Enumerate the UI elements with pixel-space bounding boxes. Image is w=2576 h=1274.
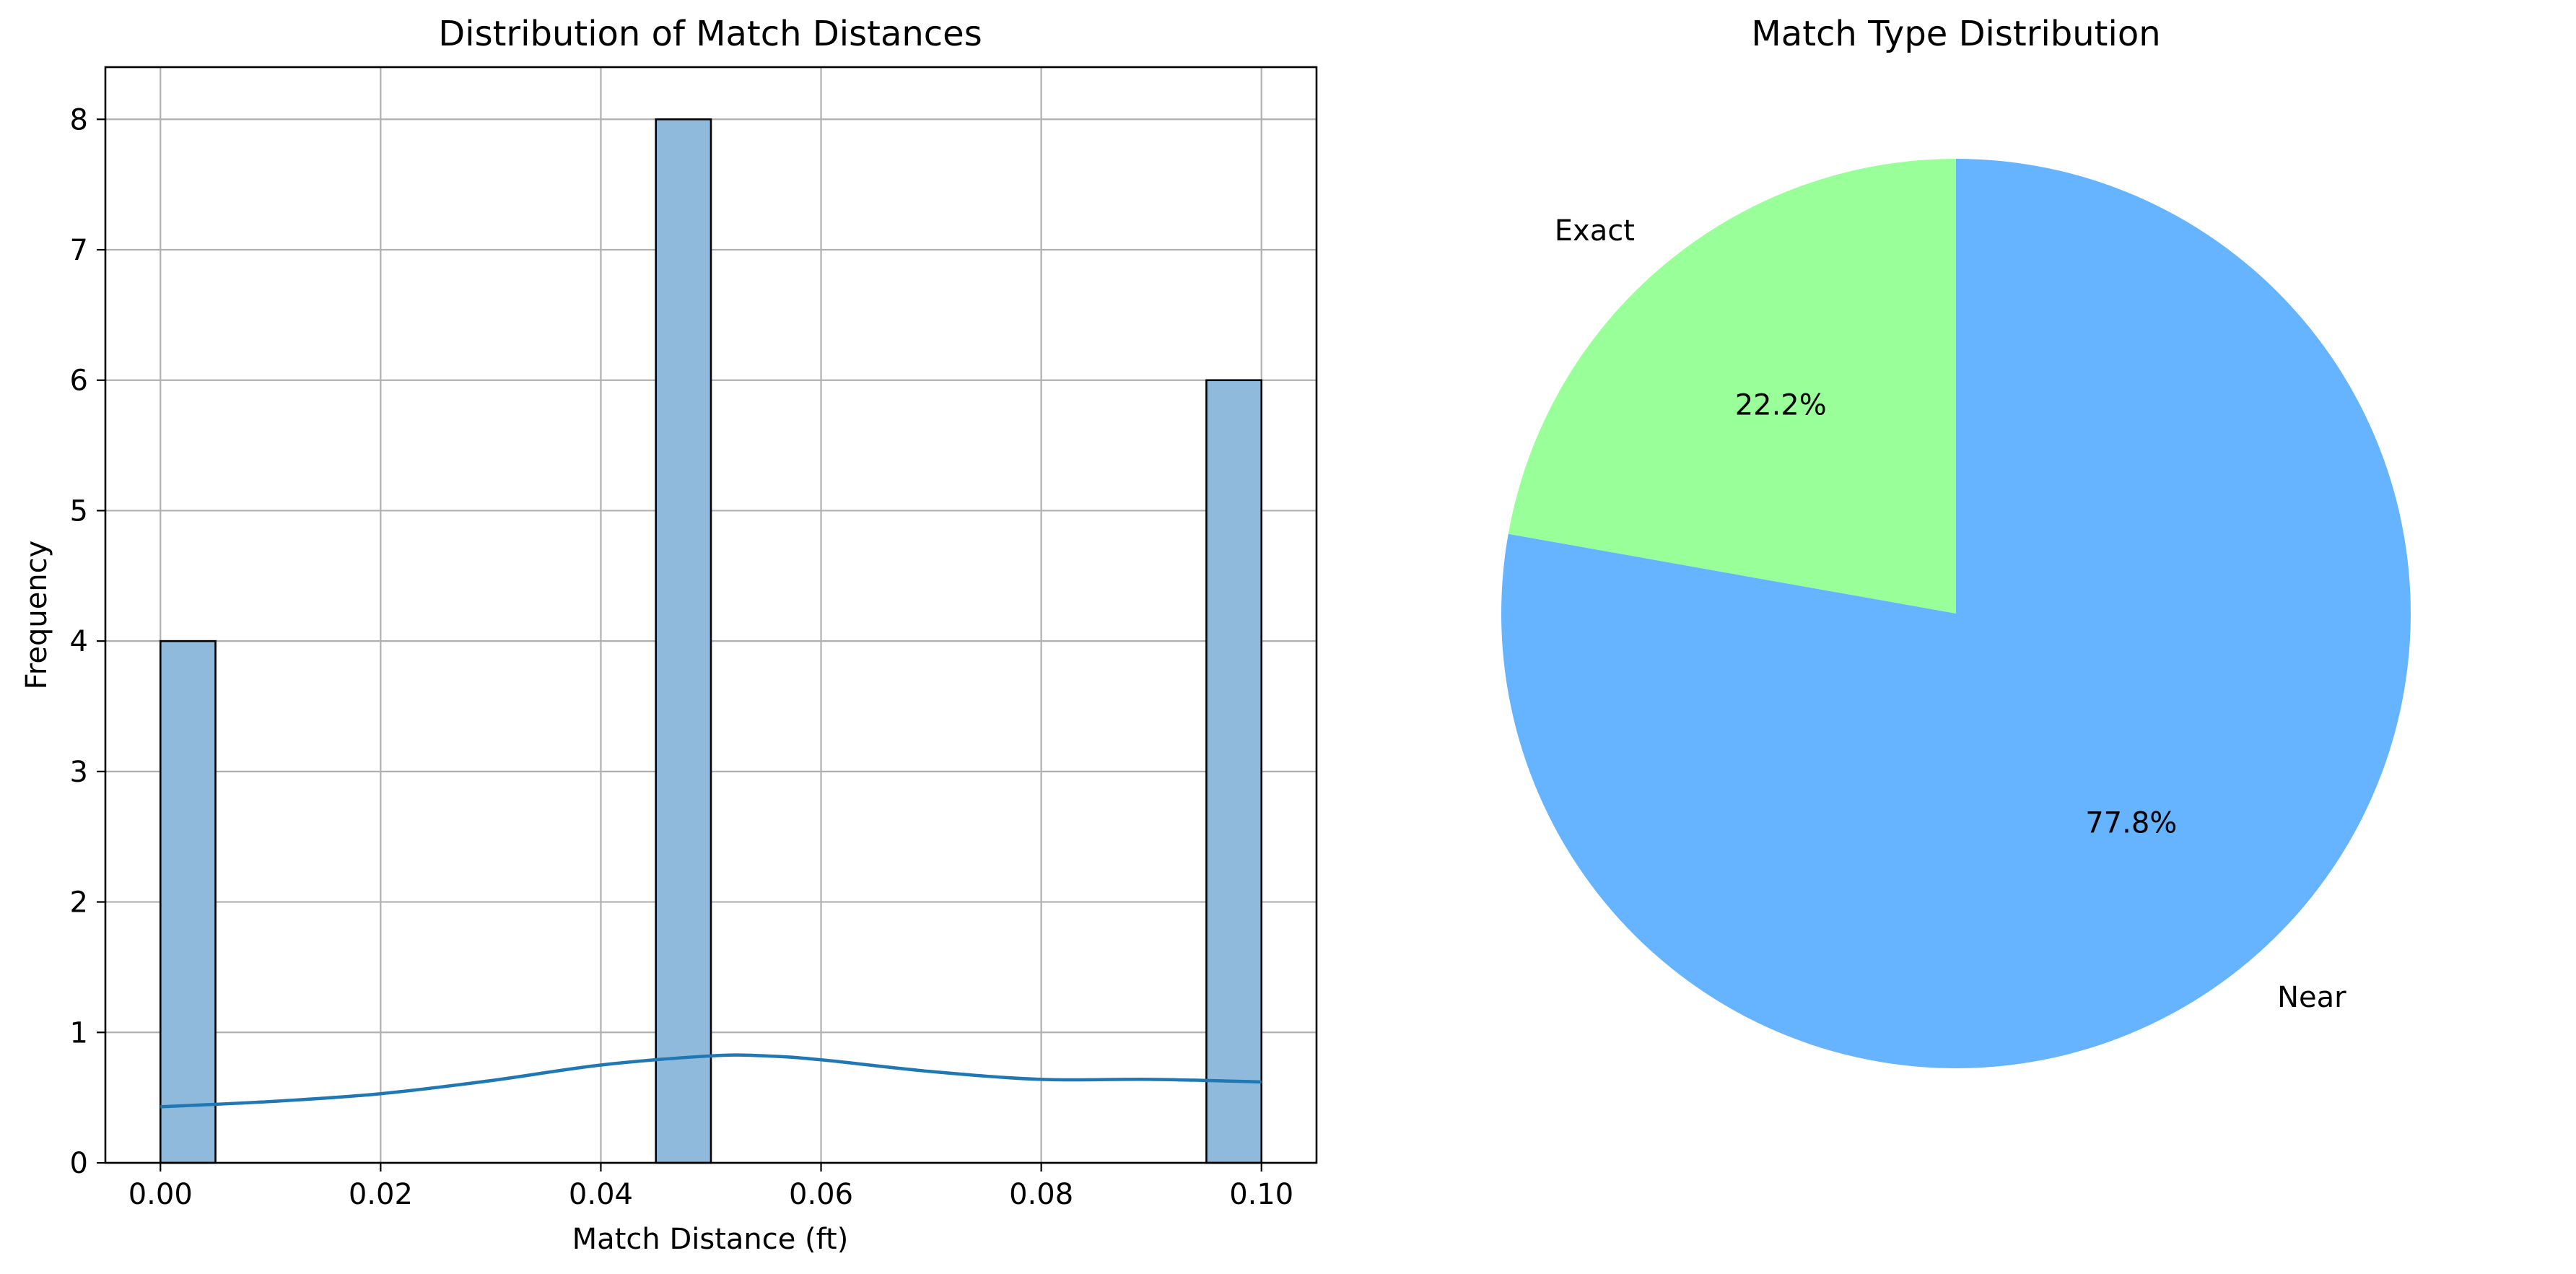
y-tick-label: 4 [70, 625, 88, 658]
kde-curve [160, 1053, 1262, 1109]
pie-panel: Match Type Distribution Exact 22.2% Near 77… [1501, 14, 2411, 1068]
pie-labels: Exact 22.2% Near 77.8% [1555, 214, 2346, 1014]
y-tick-label: 0 [70, 1147, 88, 1180]
y-tick-label: 6 [70, 365, 88, 398]
x-tick-label: 0.02 [349, 1178, 413, 1211]
histogram-bar [1205, 379, 1263, 1164]
pie-pct-exact: 22.2% [1735, 388, 1827, 422]
x-tick-label: 0.00 [128, 1178, 193, 1211]
pie-slice-exact [1508, 159, 1956, 614]
x-axis-label: Match Distance (ft) [572, 1223, 849, 1256]
pie-title: Match Type Distribution [1751, 14, 2160, 54]
y-tick-label: 2 [70, 886, 88, 920]
y-tick-label: 5 [70, 494, 88, 528]
pie-label-exact: Exact [1555, 214, 1635, 248]
y-axis-ticks: 0 1 2 3 4 5 6 7 8 [70, 103, 105, 1180]
histogram-title: Distribution of Match Distances [438, 14, 982, 54]
y-tick-label: 1 [70, 1016, 88, 1050]
histogram-axes-frame [104, 66, 1318, 1164]
histogram-bar [159, 640, 217, 1164]
x-axis-ticks: 0.00 0.02 0.04 0.06 0.08 0.10 [128, 1163, 1293, 1211]
histogram-panel: Distribution of Match Distances 0.00 0.02… [20, 14, 1318, 1256]
x-tick-label: 0.04 [569, 1178, 633, 1211]
histogram-bar [655, 118, 712, 1164]
x-tick-label: 0.06 [789, 1178, 853, 1211]
x-tick-label: 0.10 [1229, 1178, 1293, 1211]
pie-slice-near [1501, 159, 2411, 1068]
y-tick-label: 7 [70, 234, 88, 267]
y-tick-label: 8 [70, 103, 88, 136]
histogram-bars [159, 118, 1263, 1164]
pie-label-near: Near [2277, 981, 2346, 1014]
y-tick-label: 3 [70, 756, 88, 789]
y-axis-label: Frequency [20, 541, 53, 690]
pie-pct-near: 77.8% [2085, 807, 2177, 840]
kde-line [160, 1053, 1262, 1109]
x-tick-label: 0.08 [1009, 1178, 1073, 1211]
pie-slices [1501, 159, 2411, 1068]
